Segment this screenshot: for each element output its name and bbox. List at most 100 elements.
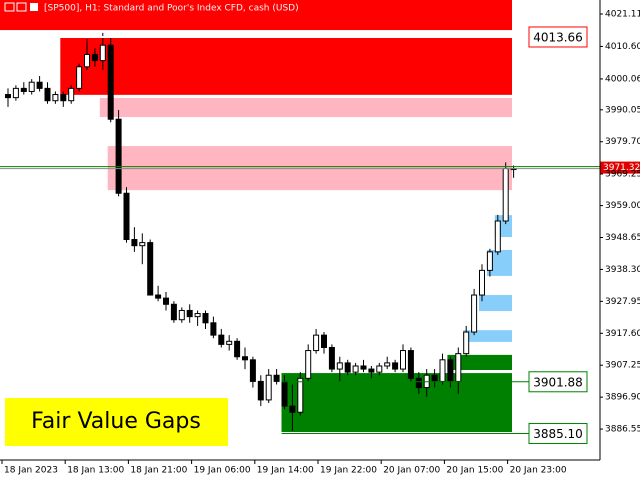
candle-body	[210, 322, 217, 336]
candle-body	[249, 359, 256, 382]
candle-body	[447, 359, 454, 382]
candle-body	[226, 340, 233, 345]
candle-body	[415, 377, 422, 389]
y-tick-label: 4021.11	[605, 10, 640, 20]
candle-body	[463, 331, 470, 355]
x-tick-label: 19 Jan 22:00	[320, 466, 377, 476]
level-label: 4013.66	[533, 30, 583, 44]
current-price-label: 3971.32	[603, 163, 640, 173]
x-tick-label: 18 Jan 13:00	[67, 466, 124, 476]
candle-body	[36, 81, 43, 89]
candle-body	[91, 53, 98, 62]
candle-body	[400, 350, 406, 370]
candle-body	[502, 168, 509, 222]
fair-value-gap	[447, 354, 512, 370]
y-tick-label: 4000.06	[605, 74, 640, 84]
candle-body	[439, 359, 446, 382]
candle-body	[178, 309, 185, 321]
x-tick-label: 18 Jan 21:00	[130, 466, 187, 476]
candle-body	[281, 380, 288, 407]
level-label: 3901.88	[533, 375, 583, 389]
candle-body	[257, 380, 264, 401]
candle-body	[99, 44, 106, 62]
y-tick-label: 3917.60	[605, 329, 640, 339]
level-label: 3885.10	[533, 427, 583, 441]
fair-value-gap	[281, 373, 512, 432]
x-tick-label: 20 Jan 15:00	[446, 466, 503, 476]
fair-value-gap	[479, 295, 512, 312]
candle-body	[479, 269, 485, 296]
fair-value-gap	[60, 36, 513, 95]
candle-body	[352, 365, 359, 373]
fair-value-gap	[99, 97, 513, 118]
candle-body	[107, 44, 114, 120]
candle-body	[44, 87, 51, 102]
candle-body	[123, 192, 130, 241]
candle-body	[297, 377, 304, 413]
level-box	[528, 423, 588, 445]
current-price-box	[600, 161, 640, 174]
candle-body	[368, 368, 375, 373]
y-tick-label: 4010.60	[605, 42, 640, 52]
x-tick-label: 18 Jan 2023	[4, 466, 58, 476]
level-box	[528, 26, 588, 48]
icon	[4, 2, 15, 12]
y-tick-label: 3959.00	[605, 201, 640, 211]
candle-body	[76, 66, 83, 89]
candle-body	[321, 334, 327, 348]
icon	[30, 3, 38, 11]
candle-body	[305, 350, 312, 379]
candle-body	[344, 362, 351, 373]
x-tick-label: 19 Jan 06:00	[194, 466, 251, 476]
candle-body	[431, 374, 438, 382]
fair-value-gap	[0, 0, 512, 31]
x-tick-label: 19 Jan 14:00	[257, 466, 314, 476]
annotation-box	[5, 398, 228, 446]
candle-body	[163, 297, 169, 305]
candle-body	[68, 87, 75, 102]
candle-body	[242, 356, 248, 361]
x-tick-label: 20 Jan 07:00	[383, 466, 440, 476]
candle-body	[455, 353, 462, 382]
candle-body	[12, 87, 19, 99]
candle-body	[52, 94, 59, 102]
candle-body	[289, 405, 296, 413]
icon	[16, 2, 27, 12]
candle-body	[115, 118, 122, 194]
candle-body	[202, 313, 209, 324]
candle-body	[186, 309, 193, 318]
candle-body	[155, 294, 162, 299]
candle-body	[376, 365, 383, 373]
candle-body	[218, 334, 225, 345]
candle-body	[494, 220, 501, 253]
y-tick-label: 3938.30	[605, 265, 640, 275]
candle-body	[60, 94, 67, 102]
candle-body	[384, 362, 391, 367]
y-tick-label: 3979.70	[605, 137, 640, 147]
candle-body	[328, 346, 335, 370]
y-tick-label: 3907.25	[605, 361, 640, 371]
y-tick-label: 3927.95	[605, 297, 640, 307]
candle-body	[20, 87, 27, 92]
candle-body	[486, 251, 493, 271]
candle-body	[336, 362, 343, 370]
candle-body	[5, 94, 11, 99]
y-tick-label: 3886.55	[605, 425, 640, 435]
candle-body	[84, 53, 90, 68]
candle-body	[392, 362, 399, 370]
candle-body	[139, 242, 146, 247]
candle-body	[273, 374, 280, 382]
candle-body	[360, 365, 367, 370]
candle-body	[147, 242, 154, 296]
candle-body	[234, 340, 241, 358]
fair-value-gap	[463, 330, 512, 342]
y-tick-label: 3948.65	[605, 233, 640, 243]
candle-body	[265, 374, 272, 401]
y-tick-label: 3896.90	[605, 393, 640, 403]
annotation: Fair Value Gaps	[31, 409, 201, 434]
candle-body	[471, 294, 478, 333]
candle-body	[131, 239, 138, 247]
candle-body	[313, 334, 320, 352]
y-tick-label: 3990.05	[605, 105, 640, 115]
